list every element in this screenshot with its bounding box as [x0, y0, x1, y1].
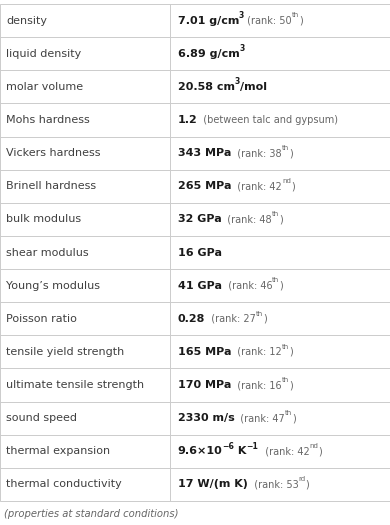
Text: tensile yield strength: tensile yield strength [6, 347, 124, 357]
Text: 9.6×10: 9.6×10 [178, 446, 222, 456]
Text: 41 GPa: 41 GPa [178, 281, 222, 291]
Text: ): ) [289, 347, 293, 357]
Text: th: th [272, 211, 279, 217]
Text: (rank: 16: (rank: 16 [231, 380, 282, 390]
Text: 0.28: 0.28 [178, 314, 205, 324]
Text: bulk modulus: bulk modulus [6, 214, 81, 224]
Text: ): ) [279, 214, 283, 224]
Text: nd: nd [309, 443, 318, 449]
Text: (rank: 48: (rank: 48 [222, 214, 272, 224]
Text: th: th [272, 277, 280, 284]
Text: density: density [6, 16, 47, 26]
Text: 17 W/(m K): 17 W/(m K) [178, 479, 248, 489]
Text: −1: −1 [246, 442, 259, 450]
Text: 3: 3 [239, 11, 244, 20]
Text: Vickers hardness: Vickers hardness [6, 148, 101, 158]
Text: ): ) [318, 446, 322, 456]
Text: 16 GPa: 16 GPa [178, 247, 222, 257]
Text: ): ) [280, 281, 283, 291]
Text: th: th [282, 344, 289, 350]
Text: 32 GPa: 32 GPa [178, 214, 222, 224]
Text: th: th [282, 145, 289, 151]
Text: th: th [256, 310, 263, 317]
Text: (rank: 47: (rank: 47 [234, 413, 285, 423]
Text: /mol: /mol [240, 82, 267, 92]
Text: thermal conductivity: thermal conductivity [6, 479, 122, 489]
Text: 343 MPa: 343 MPa [178, 148, 231, 158]
Text: th: th [282, 377, 289, 383]
Text: shear modulus: shear modulus [6, 247, 89, 257]
Text: molar volume: molar volume [6, 82, 83, 92]
Text: (rank: 12: (rank: 12 [231, 347, 282, 357]
Text: ): ) [289, 380, 292, 390]
Text: (rank: 27: (rank: 27 [205, 314, 256, 324]
Text: rd: rd [298, 476, 305, 482]
Text: 20.58 cm: 20.58 cm [178, 82, 235, 92]
Text: ): ) [289, 148, 292, 158]
Text: (rank: 46: (rank: 46 [222, 281, 272, 291]
Text: Mohs hardness: Mohs hardness [6, 115, 90, 125]
Text: (between talc and gypsum): (between talc and gypsum) [197, 115, 339, 125]
Text: (rank: 50: (rank: 50 [244, 16, 292, 26]
Text: 6.89 g/cm: 6.89 g/cm [178, 49, 239, 59]
Text: ): ) [299, 16, 303, 26]
Text: th: th [285, 410, 292, 416]
Text: ): ) [263, 314, 267, 324]
Text: sound speed: sound speed [6, 413, 77, 423]
Text: −6: −6 [222, 442, 234, 450]
Text: (rank: 42: (rank: 42 [259, 446, 309, 456]
Text: thermal expansion: thermal expansion [6, 446, 110, 456]
Text: ): ) [291, 181, 294, 191]
Text: ): ) [292, 413, 296, 423]
Text: 7.01 g/cm: 7.01 g/cm [178, 16, 239, 26]
Text: 1.2: 1.2 [178, 115, 197, 125]
Text: th: th [292, 12, 299, 18]
Text: ): ) [305, 479, 309, 489]
Text: nd: nd [282, 178, 291, 184]
Text: 170 MPa: 170 MPa [178, 380, 231, 390]
Text: (rank: 42: (rank: 42 [231, 181, 282, 191]
Text: ultimate tensile strength: ultimate tensile strength [6, 380, 144, 390]
Text: 3: 3 [239, 44, 245, 53]
Text: Poisson ratio: Poisson ratio [6, 314, 77, 324]
Text: K: K [234, 446, 246, 456]
Text: (rank: 38: (rank: 38 [231, 148, 282, 158]
Text: 3: 3 [235, 77, 240, 86]
Text: 2330 m/s: 2330 m/s [178, 413, 234, 423]
Text: Young’s modulus: Young’s modulus [6, 281, 100, 291]
Text: (rank: 53: (rank: 53 [248, 479, 298, 489]
Text: liquid density: liquid density [6, 49, 81, 59]
Text: 265 MPa: 265 MPa [178, 181, 231, 191]
Text: (properties at standard conditions): (properties at standard conditions) [4, 509, 179, 519]
Text: Brinell hardness: Brinell hardness [6, 181, 96, 191]
Text: 165 MPa: 165 MPa [178, 347, 231, 357]
